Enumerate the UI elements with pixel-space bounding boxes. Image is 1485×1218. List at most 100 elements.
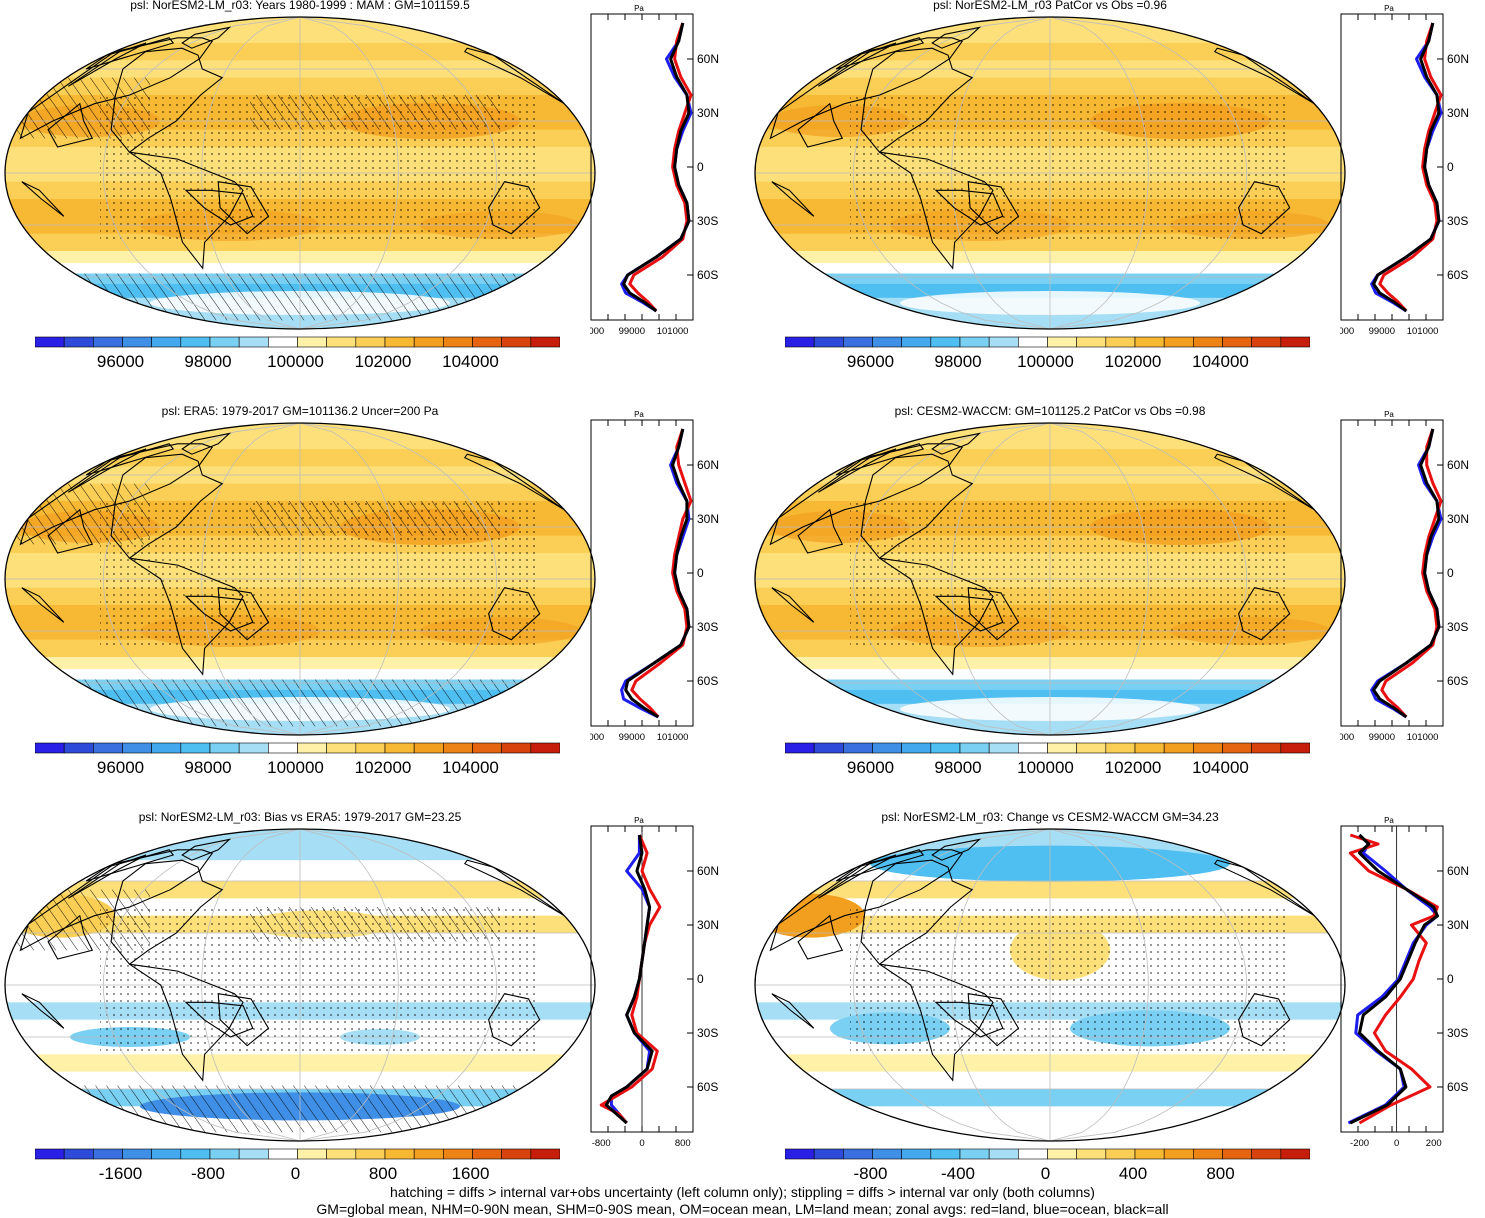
colorbar-swatch-3 — [122, 336, 152, 348]
colorbar-swatch-1 — [813, 1148, 844, 1160]
colorbar-swatch-4 — [151, 336, 182, 348]
colorbar: 96000 98000 100000 102000 104000 — [35, 742, 560, 777]
map-outline — [754, 828, 1346, 1142]
coastline-4 — [19, 37, 214, 140]
colorbar-swatch-7 — [988, 336, 1019, 348]
colorbar-swatch-6 — [209, 1148, 240, 1160]
colorbar-swatch-2 — [93, 742, 123, 754]
hatching-southern-ocean — [80, 273, 530, 321]
colorbar-swatch-10 — [326, 336, 357, 348]
zonal-unit-label: Pa — [634, 410, 644, 419]
colorbar-swatch-0 — [785, 1148, 815, 1160]
colorbar-swatch-14 — [443, 1148, 473, 1160]
coastline-10 — [488, 181, 541, 235]
colorbar-swatch-17 — [530, 336, 560, 348]
colorbar-swatch-8 — [1018, 336, 1048, 348]
zonal-line-all — [604, 834, 654, 1125]
coastline-2 — [931, 432, 982, 455]
stippling — [850, 501, 1290, 649]
colorbar-swatch-8 — [268, 1148, 298, 1160]
colorbar-swatch-7 — [988, 1148, 1019, 1160]
zonal-lat-label: 60S — [697, 1080, 718, 1094]
colorbar-tick-label: 96000 — [847, 758, 894, 777]
coastlines — [769, 432, 1315, 676]
coastline-0 — [110, 453, 224, 559]
coastline-6 — [463, 859, 565, 917]
colorbar-swatch-10 — [1076, 742, 1107, 754]
coastline-4 — [19, 443, 214, 546]
zonal-lat-label: 60N — [1447, 864, 1469, 878]
colorbar: 96000 98000 100000 102000 104000 — [785, 336, 1310, 371]
zonal-x-label: -800 — [592, 1138, 611, 1149]
zonal-lat-label: 0 — [1447, 972, 1454, 986]
zonal-unit-label: Pa — [634, 4, 644, 13]
coastline-5 — [835, 37, 925, 70]
zonal-line-land — [630, 428, 693, 719]
zonal-lat-label: 30S — [697, 214, 718, 228]
colorbar-tick-label: 800 — [369, 1164, 397, 1183]
colorbar-swatch-17 — [1280, 336, 1310, 348]
zonal-lat-label: 30S — [1447, 1026, 1468, 1040]
zonal-x-label: 97000 — [590, 732, 604, 743]
coastline-1 — [129, 151, 244, 270]
coastline-0 — [860, 859, 974, 965]
zonal-x-label: 99000 — [619, 732, 645, 743]
colorbar-swatch-8 — [268, 336, 298, 348]
colorbar-swatch-11 — [355, 336, 386, 348]
zonal-line-land — [1380, 428, 1443, 719]
colorbar-swatch-9 — [297, 1148, 327, 1160]
colorbar-tick-label: 0 — [291, 1164, 300, 1183]
colorbar-swatch-15 — [1222, 742, 1252, 754]
colorbar-swatch-11 — [1105, 1148, 1136, 1160]
zonal-line-land — [1348, 833, 1439, 1125]
zonal-lat-label: 30N — [697, 918, 719, 932]
coastline-10 — [1238, 993, 1291, 1047]
colorbar-swatch-14 — [1193, 1148, 1223, 1160]
panel-title: psl: ERA5: 1979-2017 GM=101136.2 Uncer=2… — [161, 404, 439, 418]
colorbar-swatch-17 — [530, 742, 560, 754]
colorbar-swatch-16 — [1251, 742, 1282, 754]
zonal-mean-plot: Pa 60N 30N 0 30S 60S 97000 99000 101000 — [1340, 4, 1469, 337]
zonal-x-label: 0 — [639, 1138, 644, 1149]
coastline-6 — [463, 47, 565, 105]
panel-bias: psl: NorESM2-LM_r03: Bias vs ERA5: 1979-… — [0, 810, 742, 1218]
colorbar-swatch-12 — [384, 336, 415, 348]
colorbar-swatch-3 — [872, 742, 902, 754]
colorbar-swatch-17 — [1280, 1148, 1310, 1160]
zonal-unit-label: Pa — [634, 816, 644, 825]
coastline-1 — [129, 963, 244, 1082]
colorbar-swatch-7 — [238, 742, 269, 754]
colorbar-swatch-0 — [785, 336, 815, 348]
hatching-southern-ocean — [80, 679, 530, 727]
zonal-line-all — [624, 428, 691, 719]
coastline-8 — [47, 102, 94, 148]
coastline-3 — [67, 854, 147, 899]
colorbar-swatch-5 — [930, 742, 961, 754]
colorbar-swatch-6 — [959, 742, 990, 754]
colorbar-swatch-1 — [813, 336, 844, 348]
zonal-x-label: 97000 — [1340, 326, 1354, 337]
coastline-11 — [217, 181, 270, 235]
colorbar-swatch-2 — [93, 1148, 123, 1160]
zonal-lat-label: 30S — [697, 620, 718, 634]
coastline-9 — [771, 587, 815, 623]
colorbar-tick-label: 100000 — [267, 352, 324, 371]
colorbar-swatch-16 — [1251, 336, 1282, 348]
colorbar-swatch-5 — [180, 336, 211, 348]
zonal-lat-label: 60S — [1447, 1080, 1468, 1094]
colorbar-swatch-13 — [413, 336, 444, 348]
colorbar-swatch-8 — [1018, 1148, 1048, 1160]
coastline-9 — [771, 181, 815, 217]
coastline-6 — [1213, 859, 1315, 917]
panel-title: psl: NorESM2-LM_r03 PatCor vs Obs =0.96 — [933, 0, 1167, 12]
colorbar-swatch-13 — [413, 1148, 444, 1160]
colorbar-swatch-9 — [1047, 1148, 1077, 1160]
coastline-5 — [835, 443, 925, 476]
colorbar-tick-label: 96000 — [97, 758, 144, 777]
colorbar-swatch-15 — [472, 742, 502, 754]
colorbar-tick-label: 96000 — [847, 352, 894, 371]
zonal-lat-label: 60N — [1447, 458, 1469, 472]
footer-line-1: hatching = diffs > internal var+obs unce… — [390, 1184, 1095, 1200]
coastline-10 — [488, 993, 541, 1047]
coastline-8 — [797, 914, 844, 960]
